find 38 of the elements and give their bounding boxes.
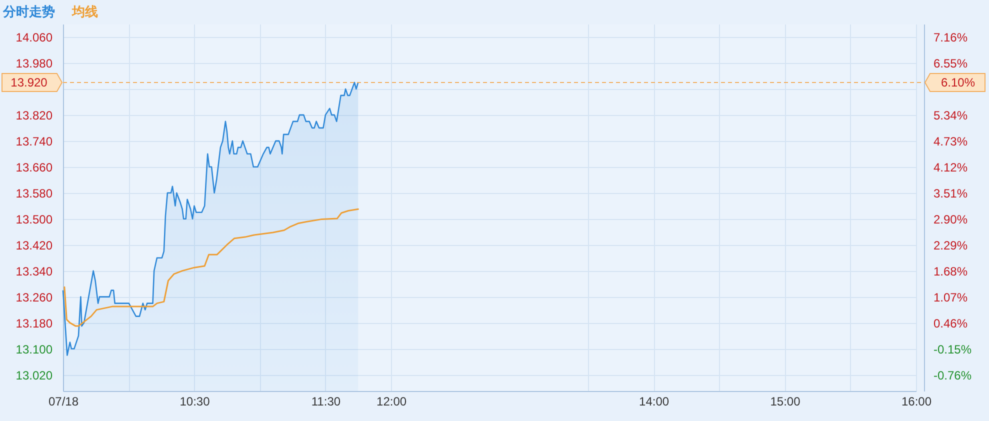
y-tick-label: 13.740 <box>16 134 53 148</box>
x-tick-label: 14:00 <box>639 394 670 408</box>
ref-line-label: 13.920 <box>10 75 48 90</box>
y-tick-label: 13.980 <box>16 56 53 70</box>
y2-tick-label: 0.46% <box>934 316 968 330</box>
x-tick-label: 11:30 <box>311 394 341 408</box>
y2-tick-label: 3.51% <box>934 186 968 200</box>
x-tick-label: 07/18 <box>48 394 79 408</box>
text: 6.10% <box>940 75 976 90</box>
line-series <box>64 208 359 327</box>
y-tick-label: 13.180 <box>16 316 53 330</box>
y-tick-label: 13.260 <box>16 290 53 304</box>
text: 均线 <box>71 4 98 19</box>
y2-tick-label: 1.68% <box>934 264 968 278</box>
y2-tick-label: 4.73% <box>934 134 968 148</box>
x-tick-label: 12:00 <box>376 394 407 408</box>
x-tick-label: 10:30 <box>180 394 210 408</box>
y2-tick-label: -0.15% <box>934 342 972 356</box>
y-tick-label: 13.020 <box>16 368 53 382</box>
y-tick-label: 13.660 <box>16 160 53 174</box>
y2-tick-label: 2.90% <box>934 212 968 226</box>
y-tick-label: 13.340 <box>16 264 53 278</box>
y-tick-label: 14.060 <box>16 30 53 44</box>
y2-tick-label: 6.55% <box>934 56 968 71</box>
y-tick-label: 13.580 <box>16 186 53 200</box>
x-tick-label: 16:00 <box>901 394 932 408</box>
y-tick-label: 13.500 <box>16 212 53 226</box>
y2-tick-label: 7.16% <box>934 30 968 45</box>
y-tick-label: 13.820 <box>16 108 53 122</box>
y-tick-label: 13.100 <box>16 342 53 356</box>
y2-tick-label: 5.34% <box>934 108 968 122</box>
y2-tick-label: -0.76% <box>934 368 972 382</box>
y2-tick-label: 4.12% <box>934 160 968 174</box>
x-tick-label: 15:00 <box>770 394 801 408</box>
y2-tick-label: 1.07% <box>934 290 968 304</box>
y2-tick-label: 2.29% <box>934 238 968 252</box>
text: 分时走势 <box>2 4 55 19</box>
y-tick-label: 13.420 <box>16 238 53 252</box>
